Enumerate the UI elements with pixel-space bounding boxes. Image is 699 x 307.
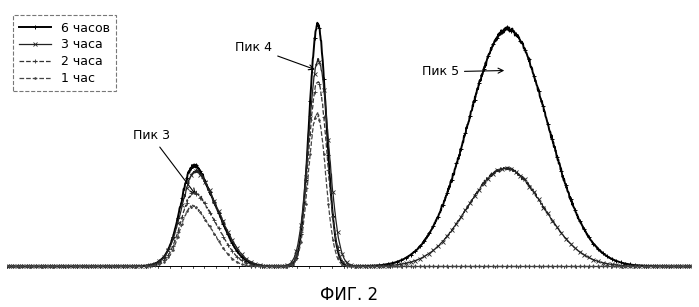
2 часа: [277, 265, 285, 268]
6 часов: [665, 265, 674, 268]
3 часа: [314, 57, 322, 61]
6 часов: [313, 21, 322, 25]
3 часа: [526, 185, 535, 188]
6 часов: [666, 265, 675, 268]
6 часов: [297, 232, 305, 236]
2 часа: [665, 265, 674, 268]
6 часов: [277, 265, 285, 268]
3 часа: [277, 265, 285, 268]
1 час: [666, 265, 675, 268]
Text: Пик 4: Пик 4: [236, 41, 314, 70]
2 часа: [314, 80, 322, 84]
1 час: [665, 265, 674, 268]
1 час: [688, 265, 696, 268]
2 часа: [526, 265, 535, 268]
1 час: [314, 111, 322, 115]
1 час: [526, 265, 535, 268]
Legend: 6 часов, 3 часа, 2 часа, 1 час: 6 часов, 3 часа, 2 часа, 1 час: [13, 15, 116, 91]
3 часа: [297, 223, 305, 227]
1 час: [277, 265, 285, 268]
6 часов: [688, 265, 696, 268]
Line: 1 час: 1 час: [0, 111, 693, 268]
Line: 6 часов: 6 часов: [0, 20, 694, 269]
3 часа: [665, 265, 674, 268]
2 часа: [297, 231, 305, 234]
3 часа: [666, 265, 675, 268]
6 часов: [526, 65, 535, 68]
Line: 3 часа: 3 часа: [0, 57, 694, 269]
Text: ФИГ. 2: ФИГ. 2: [320, 286, 379, 304]
1 час: [297, 240, 305, 243]
2 часа: [688, 265, 696, 268]
Line: 2 часа: 2 часа: [0, 80, 694, 269]
2 часа: [666, 265, 675, 268]
3 часа: [688, 265, 696, 268]
Text: Пик 5: Пик 5: [421, 65, 503, 78]
Text: Пик 3: Пик 3: [133, 129, 195, 193]
